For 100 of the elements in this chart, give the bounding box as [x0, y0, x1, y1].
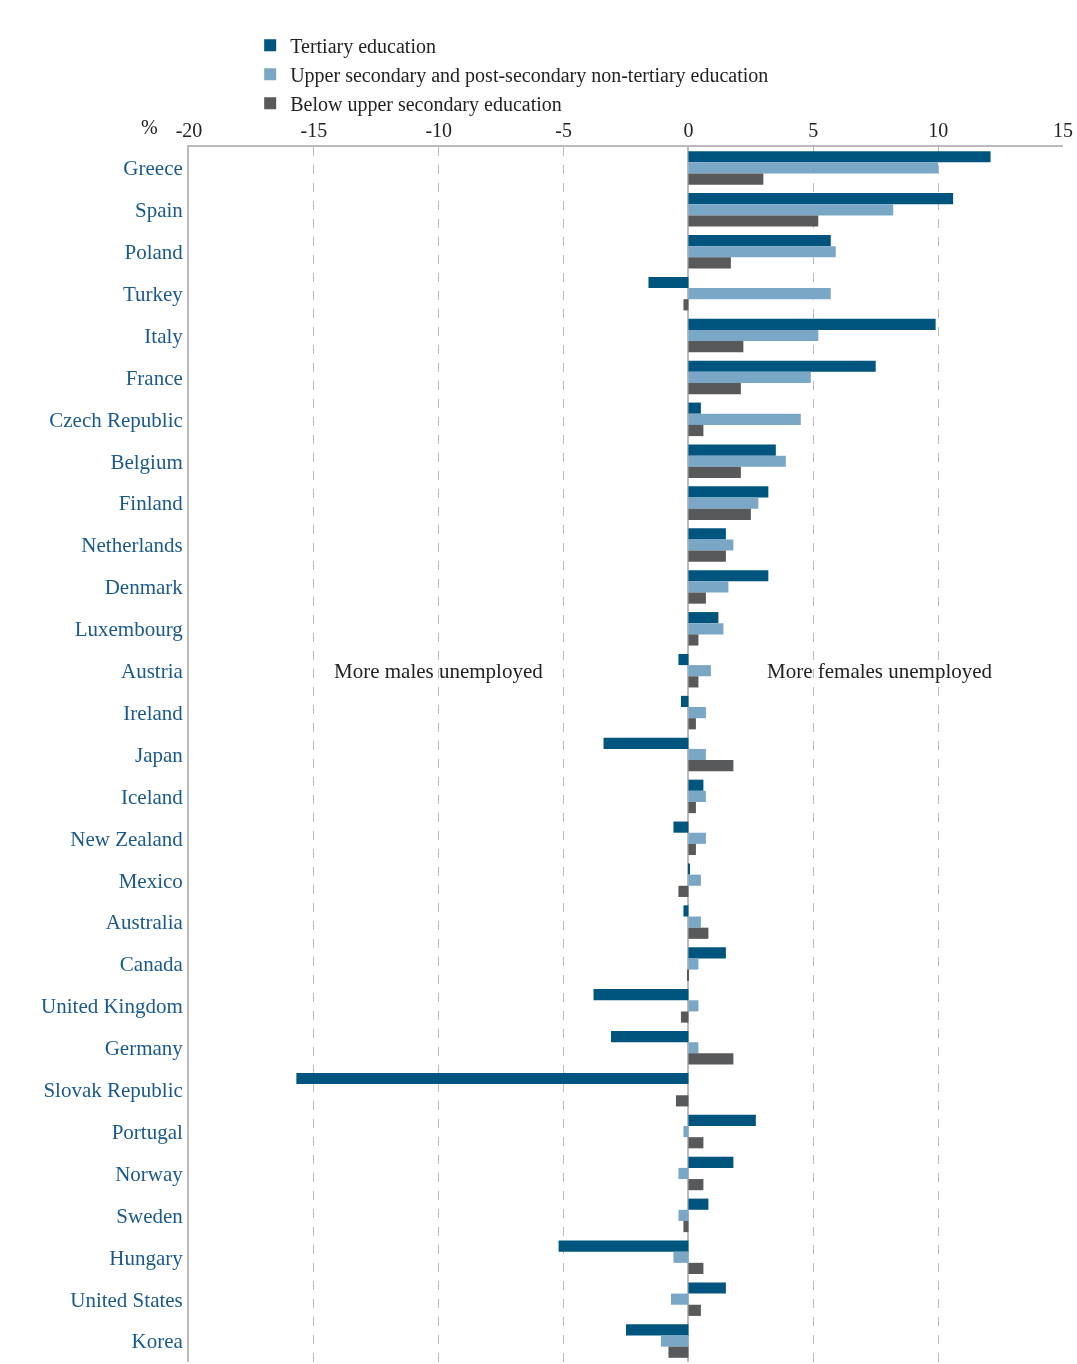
y-tick-label: Australia: [105, 910, 184, 935]
annotation: More females unemployed: [767, 659, 993, 683]
x-tick-label: 5: [808, 119, 819, 141]
bar: [688, 707, 706, 719]
bar: [688, 958, 699, 970]
bar: [688, 173, 764, 185]
bar: [688, 1042, 699, 1054]
bar: [296, 1072, 689, 1085]
bar: [688, 257, 731, 269]
bar: [688, 1262, 704, 1275]
bar: [688, 927, 709, 939]
bar: [688, 947, 726, 959]
bar: [673, 1251, 689, 1263]
bar: [688, 1114, 756, 1126]
y-tick-label: Denmark: [104, 575, 184, 600]
bar: [688, 843, 696, 856]
bar: [675, 1095, 689, 1107]
bar: [688, 424, 704, 437]
bar: [688, 1179, 704, 1191]
bar: [688, 570, 769, 582]
bar: [688, 329, 819, 342]
y-tick-label: Mexico: [118, 868, 183, 893]
y-tick-label: Hungary: [109, 1245, 184, 1270]
bar: [683, 905, 689, 917]
bar: [593, 989, 689, 1001]
bar: [688, 676, 699, 688]
bar: [688, 1198, 709, 1210]
bar: [668, 1346, 689, 1358]
y-tick-label: Netherlands: [81, 533, 183, 558]
y-tick-label: Iceland: [121, 784, 184, 809]
y-tick-label: Japan: [134, 742, 184, 767]
bar: [611, 1031, 689, 1043]
x-tick-label: -15: [300, 119, 328, 141]
y-tick-label: Greece: [123, 156, 183, 181]
bar: [680, 1011, 689, 1023]
y-tick-label: Italy: [144, 323, 184, 348]
bar: [688, 623, 724, 635]
bar: [688, 916, 701, 928]
bar: [688, 1053, 734, 1065]
bar: [688, 832, 706, 844]
bar: [688, 801, 696, 814]
bar: [688, 402, 701, 414]
y-tick-label: Belgium: [110, 449, 183, 474]
y-tick-label: Luxembourg: [74, 617, 184, 642]
x-axis-title: %: [141, 116, 158, 138]
x-tick-label: 0: [683, 119, 694, 141]
bar: [688, 455, 786, 467]
bar: [688, 1000, 699, 1012]
x-tick-label: -5: [555, 119, 572, 141]
bar: [678, 653, 689, 666]
bar: [688, 539, 734, 551]
y-tick-label: Portugal: [111, 1119, 183, 1144]
bar: [688, 790, 706, 802]
bar: [688, 318, 936, 330]
bar: [673, 821, 689, 833]
bar: [688, 371, 811, 384]
bar: [688, 748, 706, 761]
y-tick-label: United States: [70, 1287, 183, 1312]
bar: [688, 234, 831, 247]
bar: [688, 779, 704, 791]
bar: [688, 413, 801, 425]
y-tick-label: Germany: [104, 1036, 184, 1061]
bar: [688, 508, 751, 520]
legend-label: Upper secondary and post-secondary non-tertiary education: [290, 64, 769, 87]
bar: [678, 1209, 689, 1221]
bar: [688, 383, 741, 395]
bar: [688, 665, 711, 677]
y-tick-label: Turkey: [122, 281, 184, 306]
bar: [648, 276, 689, 289]
y-tick-label: United Kingdom: [41, 994, 183, 1019]
bar: [688, 288, 831, 300]
y-tick-label: Canada: [119, 952, 184, 977]
y-tick-label: Ireland: [123, 700, 184, 725]
bar: [688, 874, 701, 886]
legend-label: Tertiary education: [290, 35, 436, 58]
x-tick-label: -10: [425, 119, 453, 141]
y-tick-label: Korea: [131, 1329, 184, 1354]
y-tick-label: Sweden: [116, 1203, 184, 1228]
y-tick-label: Finland: [118, 491, 184, 516]
bar: [678, 885, 689, 897]
bar: [688, 1282, 726, 1294]
x-tick-label: -20: [175, 119, 203, 141]
bar: [688, 1137, 704, 1149]
y-tick-label: New Zealand: [70, 826, 184, 851]
bar: [558, 1240, 689, 1252]
x-tick-label: 10: [928, 119, 949, 141]
bar: [688, 634, 699, 646]
bar: [670, 1293, 689, 1305]
y-tick-label: Czech Republic: [49, 407, 183, 432]
bar: [660, 1335, 689, 1347]
bar: [683, 1220, 689, 1233]
y-tick-label: Slovak Republic: [43, 1078, 183, 1103]
bar: [688, 162, 939, 174]
bar: [688, 592, 706, 604]
bar: [680, 695, 689, 708]
bar: [626, 1324, 689, 1336]
x-tick-label: 15: [1053, 119, 1073, 141]
annotation: More males unemployed: [334, 659, 544, 683]
bar: [688, 1156, 734, 1168]
bar: [683, 299, 689, 311]
